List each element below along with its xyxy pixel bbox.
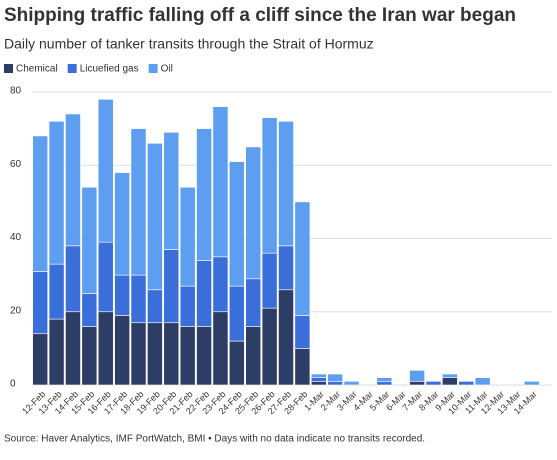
bar-segment	[65, 113, 81, 247]
y-tick-label: 20	[10, 305, 22, 316]
bar-segment	[81, 293, 98, 327]
bar-segment	[442, 377, 458, 386]
bar-segment	[376, 377, 393, 382]
bar-segment	[114, 315, 130, 386]
legend-label: Oil	[161, 64, 173, 75]
bar-segment	[48, 263, 65, 320]
bar-segment	[179, 186, 196, 287]
bar-segment	[97, 241, 114, 313]
bar-segment	[130, 274, 147, 324]
chart-subtitle: Daily number of tanker transits through …	[4, 36, 374, 52]
bar-segment	[523, 381, 540, 386]
bar-segment	[163, 131, 180, 250]
bar-segment	[97, 99, 114, 243]
bar-segment	[310, 381, 327, 386]
bar-segment	[212, 106, 229, 258]
bar-segment	[65, 311, 81, 386]
bar-segment	[130, 128, 147, 276]
bar-segment	[474, 377, 491, 386]
y-tick-label: 60	[10, 159, 22, 170]
bar-segment	[179, 285, 196, 327]
bar-segment	[327, 373, 343, 382]
bar-segment	[278, 245, 294, 291]
bar-segment	[81, 186, 98, 294]
source-note: Source: Haver Analytics, IMF PortWatch, …	[4, 434, 425, 445]
legend-label: Chemical	[16, 64, 58, 75]
bar-segment	[147, 289, 163, 324]
bar-segment	[196, 128, 212, 261]
bar-segment	[245, 278, 262, 327]
bar-segment	[245, 146, 262, 280]
bar-segment	[32, 135, 49, 272]
bar-segment	[278, 121, 294, 247]
y-tick-label: 80	[10, 86, 22, 97]
bar-segment	[425, 381, 442, 386]
bar-segment	[212, 311, 229, 386]
bar-segment	[245, 326, 262, 386]
bar-segment	[278, 289, 294, 386]
legend-swatch	[4, 64, 13, 73]
bar-segment	[376, 381, 393, 386]
legend-label: Licuefied gas	[80, 64, 139, 75]
bar-segment	[261, 307, 278, 386]
bar-segment	[32, 333, 49, 386]
bar-segment	[294, 315, 311, 349]
bar-segment	[196, 326, 212, 386]
bar-segment	[261, 252, 278, 309]
bar-segment	[327, 381, 343, 386]
bar-segment	[458, 381, 475, 386]
y-tick-label: 40	[10, 232, 22, 243]
bar-segment	[343, 381, 360, 386]
bar-segment	[409, 381, 425, 386]
bar-segment	[196, 260, 212, 327]
bar-segment	[130, 322, 147, 386]
bar-segment	[81, 326, 98, 386]
bar-segment	[310, 377, 327, 382]
bar-segment	[48, 121, 65, 265]
bar-segment	[229, 285, 245, 342]
bar-segment	[294, 348, 311, 386]
bar-segment	[409, 370, 425, 382]
chart-title: Shipping traffic falling off a cliff sin…	[4, 5, 516, 26]
bar-segment	[179, 326, 196, 386]
bar-segment	[212, 256, 229, 313]
bar-segment	[48, 318, 65, 386]
bar-segment	[114, 172, 130, 276]
bar-segment	[261, 117, 278, 254]
bar-segment	[65, 245, 81, 313]
legend-swatch	[67, 64, 77, 73]
bar-segment	[229, 340, 245, 386]
bar-segment	[442, 373, 458, 378]
legend-swatch	[148, 64, 158, 73]
bar-segment	[294, 201, 311, 316]
bar-segment	[163, 249, 180, 324]
bar-segment	[147, 322, 163, 386]
bar-segment	[147, 142, 163, 291]
bar-segment	[114, 274, 130, 316]
bar-segment	[32, 271, 49, 335]
y-tick-label: 0	[10, 379, 16, 390]
bar-segment	[229, 161, 245, 287]
bar-segment	[163, 322, 180, 386]
bar-segment	[97, 311, 114, 386]
bar-segment	[310, 373, 327, 378]
